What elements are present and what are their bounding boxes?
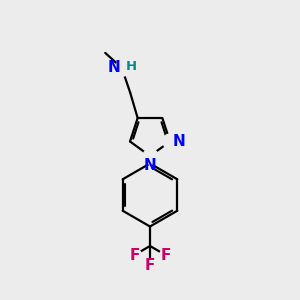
Text: F: F: [160, 248, 171, 262]
Text: N: N: [172, 134, 185, 149]
Text: F: F: [129, 248, 140, 262]
Text: N: N: [144, 158, 156, 172]
Text: H: H: [125, 60, 136, 73]
Text: N: N: [107, 60, 120, 75]
Text: F: F: [145, 258, 155, 273]
